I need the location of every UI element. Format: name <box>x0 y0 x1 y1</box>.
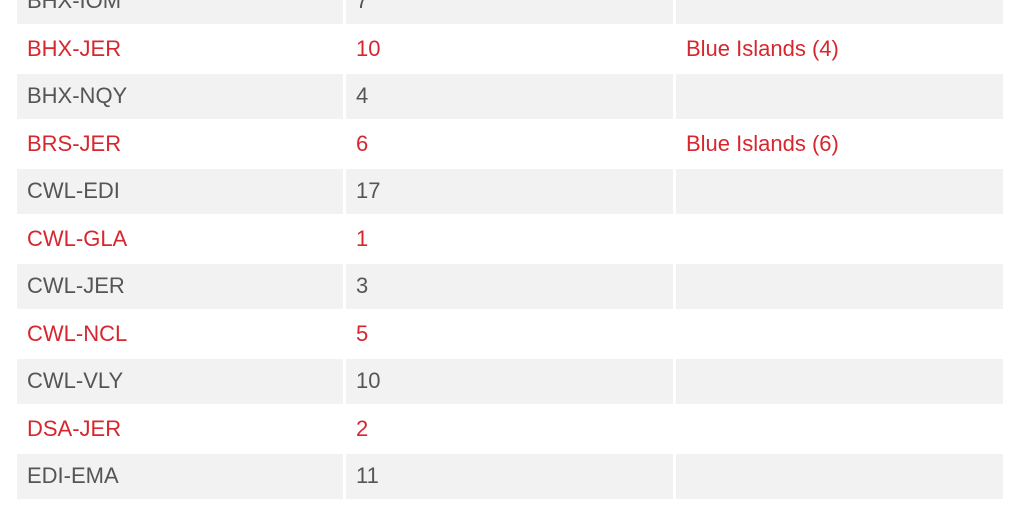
table-cell: CWL-NCL <box>17 311 343 357</box>
table-cell <box>676 311 1003 357</box>
table-cell: Blue Islands (4) <box>676 26 1003 72</box>
table-cell: CWL-EDI <box>17 168 343 214</box>
table-cell: CWL-JER <box>17 263 343 309</box>
table-cell: 1 <box>346 216 673 262</box>
table-cell: Blue Islands (6) <box>676 121 1003 167</box>
table-cell: 3 <box>346 263 673 309</box>
table-cell: 11 <box>346 453 673 499</box>
table-cell: EDI-EMA <box>17 453 343 499</box>
table-cell: BHX-NQY <box>17 73 343 119</box>
table-cell <box>676 168 1003 214</box>
table-cell: DSA-JER <box>17 406 343 452</box>
table-cell: 4 <box>346 73 673 119</box>
table-cell: CWL-GLA <box>17 216 343 262</box>
table-cell: 7 <box>346 0 673 24</box>
table-cell <box>676 358 1003 404</box>
table-cell: CWL-VLY <box>17 358 343 404</box>
table-cell: BHX-IOM <box>17 0 343 24</box>
table-cell: 5 <box>346 311 673 357</box>
table-cell <box>676 406 1003 452</box>
table-cell: BRS-JER <box>17 121 343 167</box>
table-cell: 6 <box>346 121 673 167</box>
table-cell: BHX-JER <box>17 26 343 72</box>
table-cell <box>676 73 1003 119</box>
table-cell: 2 <box>346 406 673 452</box>
table-cell <box>676 216 1003 262</box>
table-cell: 10 <box>346 26 673 72</box>
table-cell <box>676 453 1003 499</box>
table-cell: 17 <box>346 168 673 214</box>
table-cell <box>676 0 1003 24</box>
table-cell <box>676 263 1003 309</box>
table-cell: 10 <box>346 358 673 404</box>
